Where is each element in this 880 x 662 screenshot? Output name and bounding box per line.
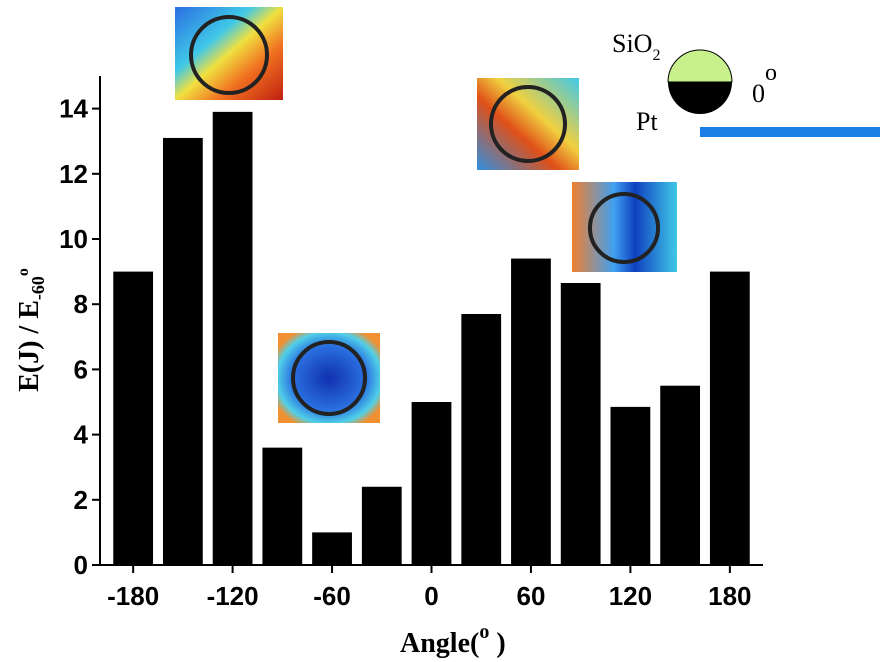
y-tick-label: 8	[74, 289, 88, 319]
inset-sub: 2	[652, 47, 660, 64]
bar	[213, 112, 253, 565]
bar	[163, 138, 203, 565]
y-tick-label: 4	[74, 420, 89, 450]
y-tick-label: 10	[59, 224, 88, 254]
inset-sup: o	[765, 60, 777, 86]
inset-text: 0	[752, 79, 765, 108]
bar	[362, 487, 402, 565]
field-map	[175, 7, 283, 100]
bar	[412, 402, 452, 565]
inset: SiO2 Pt 0o	[612, 29, 880, 136]
sio2-cap	[668, 50, 732, 82]
y-tick-label: 12	[59, 159, 88, 189]
field-map	[278, 333, 380, 423]
bar	[262, 448, 302, 565]
x-label-sup: o	[479, 621, 489, 643]
x-tick-label: -120	[207, 581, 259, 611]
bar	[660, 386, 700, 565]
pt-cap	[668, 82, 732, 114]
bar	[511, 259, 551, 565]
field-map	[572, 182, 677, 272]
x-axis-label: Angle(o )	[400, 621, 506, 659]
bar	[461, 314, 501, 565]
chart: SiO2 Pt 0o Angle(o ) E(J) / E-60o 024681…	[0, 0, 880, 662]
y-label-text: E(J) / E	[14, 300, 45, 392]
y-label-sup: o	[15, 268, 32, 276]
x-tick-label: -180	[107, 581, 159, 611]
y-tick-label: 6	[74, 354, 88, 384]
x-label-text: )	[489, 628, 505, 659]
bar	[710, 272, 750, 565]
x-tick-label: -60	[313, 581, 351, 611]
x-tick-label: 180	[708, 581, 751, 611]
inset-text: SiO	[612, 29, 652, 58]
y-axis-label: E(J) / E-60o	[14, 268, 48, 392]
bar	[561, 283, 601, 565]
bar	[312, 532, 352, 565]
x-tick-label: 0	[424, 581, 438, 611]
y-tick-label: 14	[59, 94, 88, 124]
x-tick-label: 120	[609, 581, 652, 611]
x-tick-label: 60	[516, 581, 545, 611]
inset-label: SiO2	[612, 29, 660, 64]
y-tick-label: 2	[74, 485, 88, 515]
field-map	[477, 78, 579, 170]
x-label-text: Angle(	[400, 628, 479, 659]
bar	[611, 407, 651, 565]
inset-angle: 0o	[752, 60, 777, 108]
y-label-sub: -60	[28, 276, 48, 300]
bar	[113, 272, 153, 565]
y-tick-label: 0	[74, 550, 88, 580]
inset-label: Pt	[636, 107, 658, 136]
